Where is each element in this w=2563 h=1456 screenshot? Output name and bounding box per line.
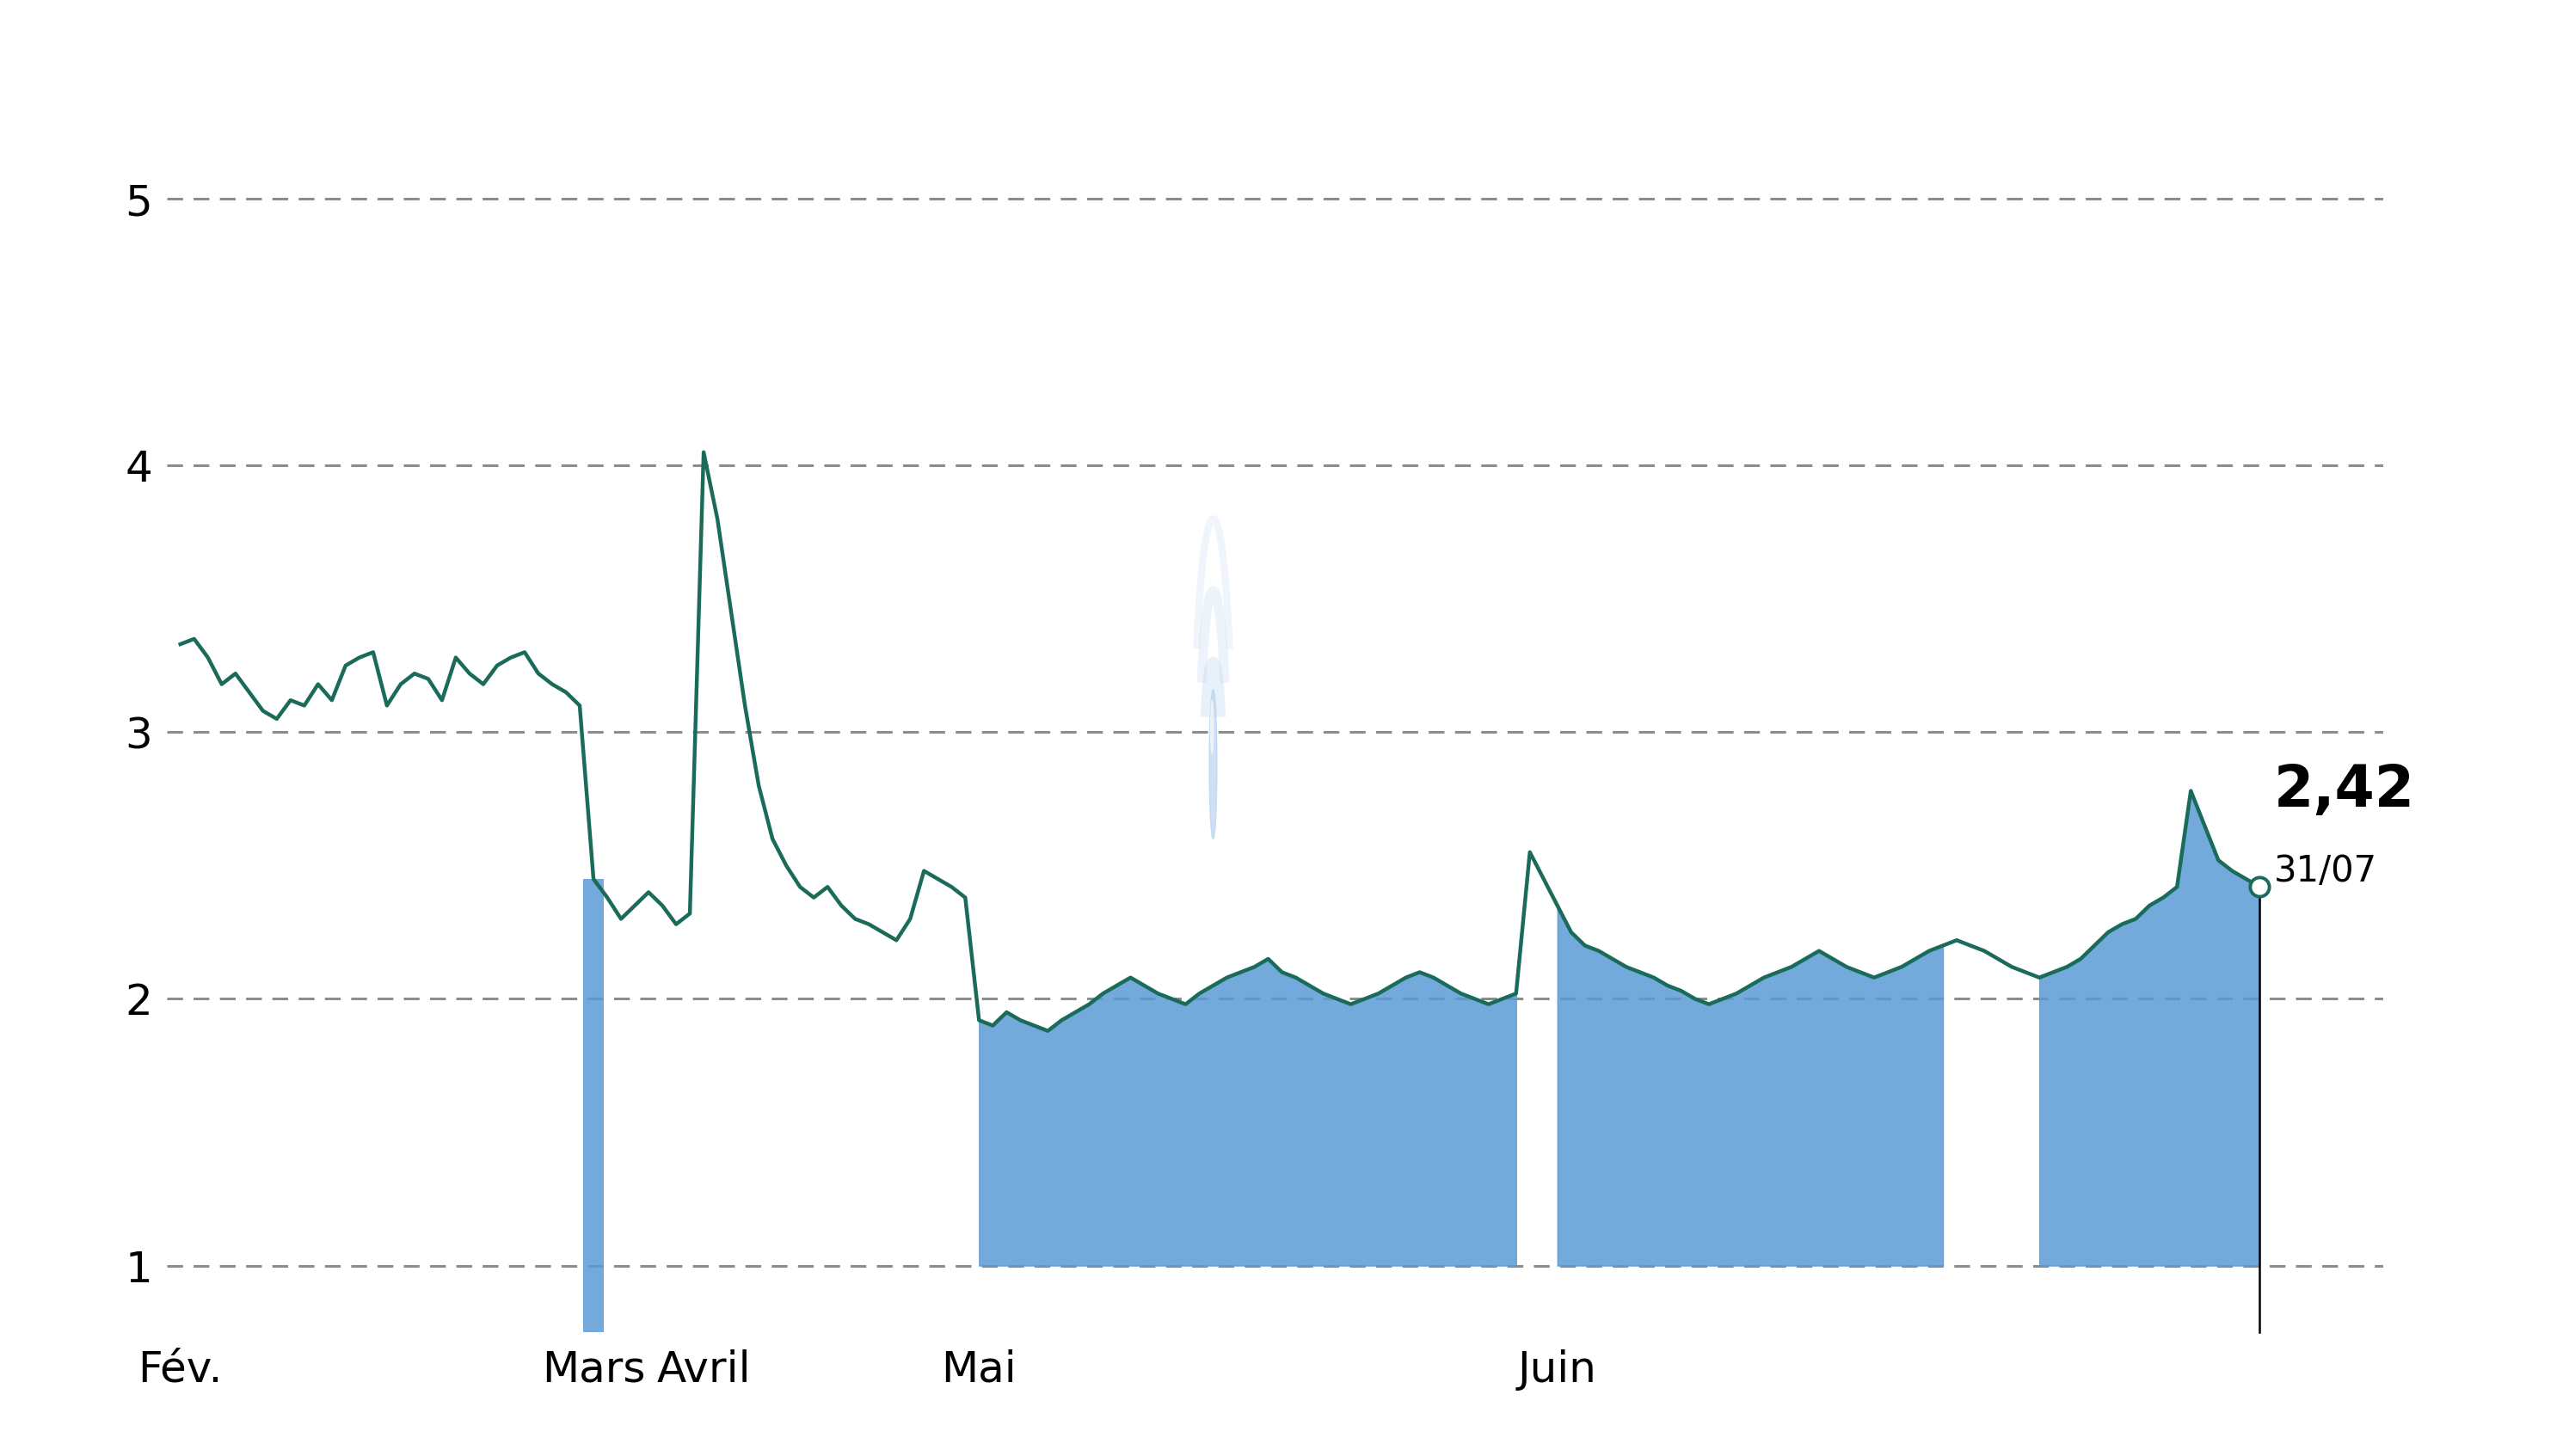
Bar [584, 879, 605, 1332]
Text: Monogram Orthopaedics, Inc.: Monogram Orthopaedics, Inc. [564, 25, 1999, 109]
Circle shape [1210, 690, 1217, 839]
Text: 2,42: 2,42 [2273, 761, 2414, 818]
Circle shape [1210, 700, 1212, 754]
Text: 31/07: 31/07 [2273, 853, 2376, 890]
